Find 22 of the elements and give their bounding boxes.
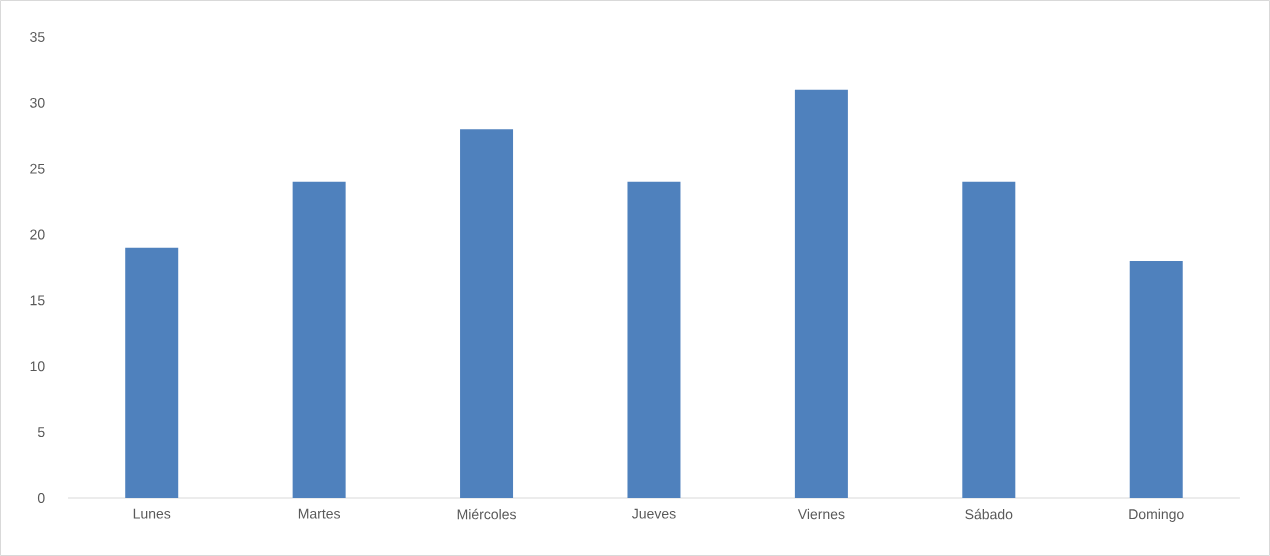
bar: [125, 247, 179, 498]
y-tick-label: 10: [30, 361, 45, 372]
x-tick-label: Martes: [298, 508, 341, 519]
y-tick-label: 25: [30, 163, 45, 174]
y-tick-label: 35: [30, 32, 45, 42]
x-tick-label: Domingo: [1129, 508, 1184, 522]
x-tick-label: Lunes: [133, 508, 171, 519]
x-tick-label: Sábado: [965, 508, 1013, 520]
bar: [627, 181, 681, 498]
x-tick-label: Viernes: [797, 508, 845, 520]
bar: [292, 181, 346, 498]
y-tick-label: 20: [30, 229, 45, 240]
bar: [1129, 260, 1183, 498]
y-tick-label: 15: [30, 295, 45, 306]
x-tick-label: Jueves: [632, 508, 676, 519]
y-tick-label: 30: [30, 97, 45, 108]
bar: [962, 181, 1016, 498]
x-tick-label: Miércoles: [457, 508, 516, 520]
bar: [460, 129, 514, 498]
bar: [794, 89, 848, 498]
y-tick-label: 0: [37, 493, 45, 503]
y-tick-label: 5: [37, 427, 45, 438]
